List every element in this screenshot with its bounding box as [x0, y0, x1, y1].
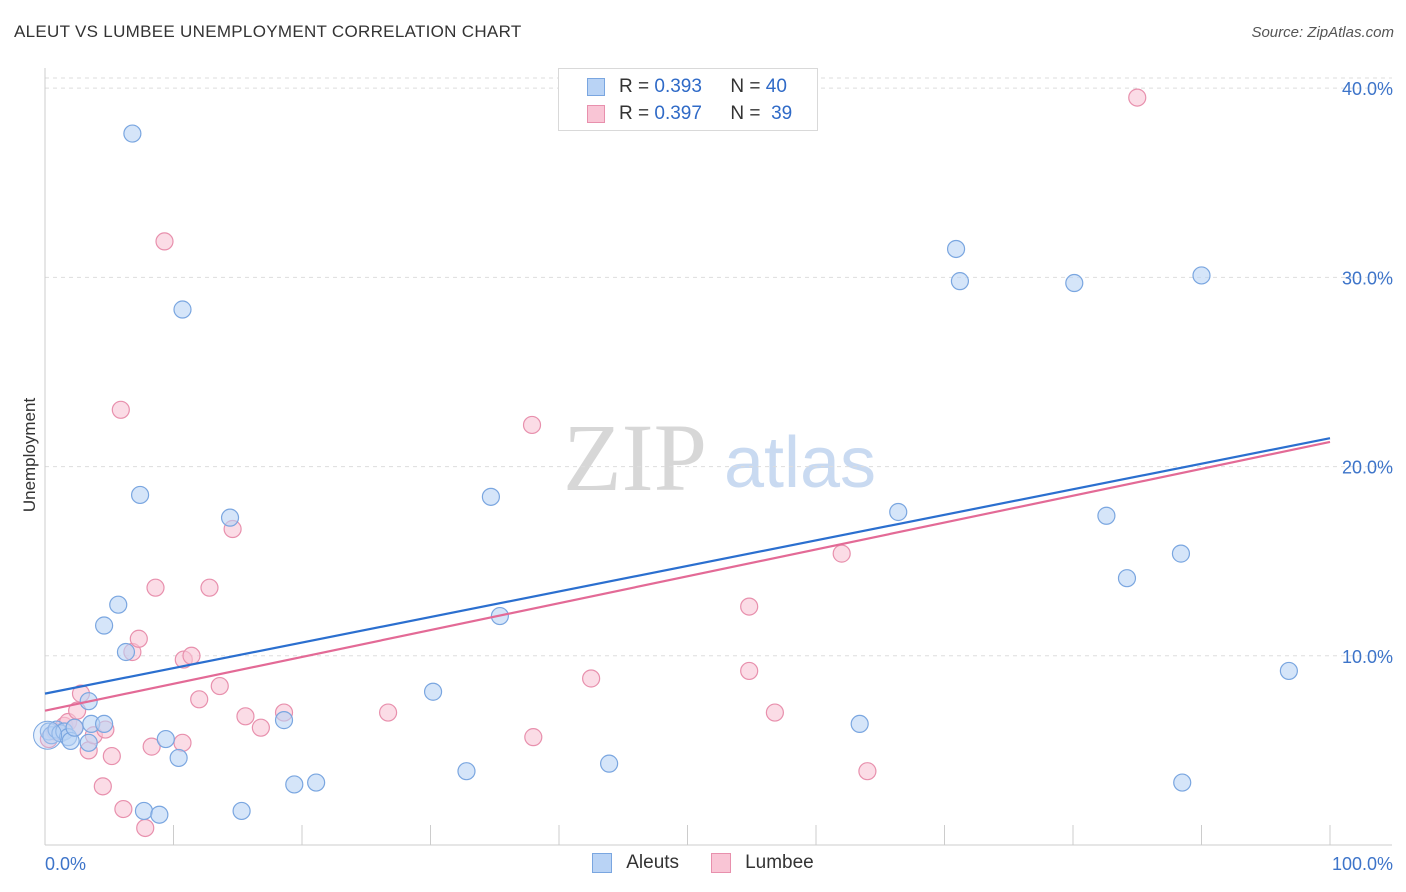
- lumbee-point: [378, 703, 398, 722]
- lumbee-point: [524, 728, 543, 747]
- watermark-zip: ZIP: [563, 404, 707, 511]
- aleut-point: [457, 762, 476, 781]
- aleut-point: [307, 773, 326, 792]
- lumbee-swatch: [711, 853, 732, 873]
- aleut-point: [950, 272, 970, 291]
- chart-title: ALEUT VS LUMBEE UNEMPLOYMENT CORRELATION…: [14, 22, 522, 41]
- aleut-point: [150, 805, 169, 824]
- aleut-point: [169, 748, 188, 768]
- lumbee-point: [210, 676, 229, 696]
- r-value: 0.397: [654, 103, 702, 124]
- x-tick-label-max: 100.0%: [1332, 854, 1393, 874]
- aleut-point: [946, 239, 966, 259]
- legend-row-lumbee: R = 0.397 N = 39: [587, 103, 792, 125]
- lumbee-point: [832, 544, 851, 563]
- correlation-legend: R = 0.393 N = 40 R = 0.397 N = 39: [558, 68, 818, 131]
- n-value: 40: [765, 76, 787, 97]
- aleuts-swatch: [587, 78, 605, 96]
- aleut-point: [481, 487, 500, 506]
- aleut-point: [1097, 506, 1116, 525]
- lumbee-point: [102, 746, 121, 766]
- aleut-point: [600, 754, 619, 773]
- aleut-point-cluster: [33, 720, 63, 750]
- lumbee-point: [182, 646, 201, 665]
- watermark: ZIP atlas: [563, 404, 876, 511]
- lumbee-point: [173, 733, 192, 752]
- aleut-point: [1065, 273, 1084, 293]
- aleut-point: [889, 502, 908, 522]
- legend-label-aleuts: Aleuts: [626, 852, 680, 873]
- lumbee-point: [740, 597, 759, 616]
- y-tick-label: 20.0%: [1342, 458, 1393, 478]
- lumbee-point: [582, 669, 601, 688]
- aleut-point: [285, 775, 304, 794]
- aleut-point: [130, 485, 150, 505]
- aleut-point: [79, 733, 98, 752]
- aleut-point: [65, 718, 84, 737]
- lumbee-point: [251, 718, 270, 737]
- x-tick-labels: 0.0% 100.0%: [45, 854, 1393, 874]
- aleut-point: [173, 300, 192, 319]
- r-label: R =: [619, 103, 650, 124]
- series-legend: Aleuts Lumbee: [0, 850, 1406, 876]
- aleut-point: [116, 642, 136, 662]
- lumbee-point: [111, 400, 130, 419]
- lumbee-point: [740, 661, 759, 681]
- y-tick-label: 10.0%: [1342, 647, 1393, 667]
- n-label: N =: [730, 76, 761, 97]
- aleut-point: [1192, 266, 1211, 285]
- watermark-atlas: atlas: [724, 423, 876, 503]
- lumbee-point: [129, 629, 148, 648]
- r-label: R =: [619, 76, 650, 97]
- x-tick-label-min: 0.0%: [45, 854, 86, 874]
- legend-row-aleuts: R = 0.393 N = 40: [587, 76, 787, 98]
- lumbee-point: [1128, 88, 1147, 107]
- lumbee-point: [136, 818, 155, 838]
- aleuts-swatch: [592, 853, 613, 873]
- aleut-point: [850, 714, 869, 734]
- aleut-trend-line: [44, 437, 1331, 695]
- legend-item-aleuts[interactable]: Aleuts: [592, 852, 679, 874]
- aleut-point: [1117, 569, 1137, 588]
- lumbee-point: [858, 762, 877, 781]
- lumbee-swatch: [587, 105, 605, 123]
- aleut-point: [220, 508, 240, 527]
- n-value: 39: [771, 103, 793, 124]
- n-label: N =: [730, 103, 761, 124]
- aleut-point: [156, 729, 175, 749]
- aleut-point: [95, 616, 114, 635]
- lumbee-point: [114, 799, 133, 819]
- aleut-point: [1279, 661, 1298, 681]
- aleut-point: [95, 714, 114, 734]
- aleut-point: [123, 124, 142, 143]
- lumbee-point: [236, 707, 255, 726]
- aleut-point: [1173, 773, 1192, 792]
- source-label: Source: ZipAtlas.com: [1251, 24, 1394, 41]
- y-tick-labels: 10.0% 20.0% 30.0% 40.0%: [1342, 79, 1393, 667]
- lumbee-point: [522, 415, 542, 435]
- legend-label-lumbee: Lumbee: [745, 852, 814, 873]
- lumbee-point: [93, 777, 112, 796]
- lumbee-point: [190, 690, 209, 709]
- aleut-point: [274, 711, 294, 730]
- legend-item-lumbee[interactable]: Lumbee: [711, 852, 814, 874]
- lumbee-point: [146, 578, 165, 597]
- y-tick-label: 30.0%: [1342, 268, 1393, 288]
- lumbee-point: [142, 737, 161, 756]
- aleut-points: [33, 124, 1298, 824]
- lumbee-point: [155, 232, 174, 251]
- y-tick-label: 40.0%: [1342, 79, 1393, 99]
- aleut-point: [134, 801, 154, 821]
- lumbee-trend-line: [44, 440, 1331, 712]
- lumbee-point: [765, 703, 784, 722]
- r-value: 0.393: [654, 76, 702, 97]
- lumbee-point: [200, 578, 219, 597]
- aleut-point: [232, 801, 251, 821]
- aleut-point: [1171, 544, 1191, 563]
- trend-lines: [44, 437, 1331, 712]
- aleut-point: [109, 595, 128, 614]
- aleut-point: [423, 682, 443, 701]
- axes: [44, 68, 1392, 846]
